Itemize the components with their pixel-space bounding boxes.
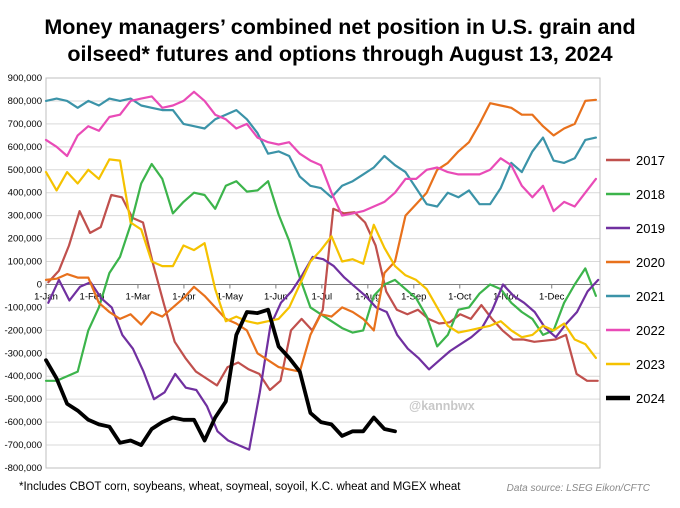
y-tick-label: -600,000 xyxy=(4,417,42,428)
x-tick-label: 1-Jul xyxy=(312,291,333,302)
y-tick-label: 500,000 xyxy=(8,165,42,176)
legend-label-2019: 2019 xyxy=(636,221,665,236)
y-tick-label: 100,000 xyxy=(8,257,42,268)
y-tick-label: -700,000 xyxy=(4,440,42,451)
x-tick-label: 1-Oct xyxy=(448,291,472,302)
y-tick-label: 200,000 xyxy=(8,234,42,245)
y-tick-label: -200,000 xyxy=(4,325,42,336)
x-tick-label: 1-May xyxy=(217,291,244,302)
legend-label-2017: 2017 xyxy=(636,153,665,168)
series-line-2018 xyxy=(44,162,598,382)
series-line-2023 xyxy=(44,158,598,359)
y-tick-label: 600,000 xyxy=(8,142,42,153)
y-tick-label: -800,000 xyxy=(4,463,42,474)
x-tick-label: 1-Jan xyxy=(34,291,58,302)
legend-label-2024: 2024 xyxy=(636,391,665,406)
legend-label-2023: 2023 xyxy=(636,357,665,372)
legend-label-2022: 2022 xyxy=(636,323,665,338)
y-tick-label: -300,000 xyxy=(4,348,42,359)
series-line-2017 xyxy=(47,193,599,392)
legend-label-2021: 2021 xyxy=(636,289,665,304)
chart-title: Money managers’ combined net position in… xyxy=(0,14,680,68)
y-tick-label: 700,000 xyxy=(8,119,42,130)
y-tick-label: 400,000 xyxy=(8,188,42,199)
footnote: *Includes CBOT corn, soybeans, wheat, so… xyxy=(19,481,461,493)
legend-label-2020: 2020 xyxy=(636,255,665,270)
series-line-2020 xyxy=(44,98,598,373)
source-note: Data source: LSEG Eikon/CFTC xyxy=(506,483,650,494)
chart-title-line-1: Money managers’ combined net position in… xyxy=(44,15,636,39)
y-tick-label: -100,000 xyxy=(4,302,42,313)
y-tick-label: 0 xyxy=(37,279,42,290)
plot-frame xyxy=(45,77,601,469)
y-tick-label: 900,000 xyxy=(8,73,42,84)
series-line-2021 xyxy=(44,97,598,208)
watermark-text: @kannbwx xyxy=(409,399,475,413)
series-line-2024 xyxy=(44,307,397,448)
x-tick-label: 1-Jun xyxy=(264,291,288,302)
y-tick-label: -400,000 xyxy=(4,371,42,382)
y-tick-label: 300,000 xyxy=(8,211,42,222)
chart-title-line-2: oilseed* futures and options through Aug… xyxy=(67,42,613,66)
x-tick-label: 1-Dec xyxy=(539,291,565,302)
x-tick-label: 1-Feb xyxy=(80,291,105,302)
series-line-2019 xyxy=(47,255,600,451)
x-tick-label: 1-Mar xyxy=(126,291,151,302)
legend-label-2018: 2018 xyxy=(636,187,665,202)
series-line-2022 xyxy=(44,90,598,217)
y-tick-label: -500,000 xyxy=(4,394,42,405)
y-tick-label: 800,000 xyxy=(8,96,42,107)
